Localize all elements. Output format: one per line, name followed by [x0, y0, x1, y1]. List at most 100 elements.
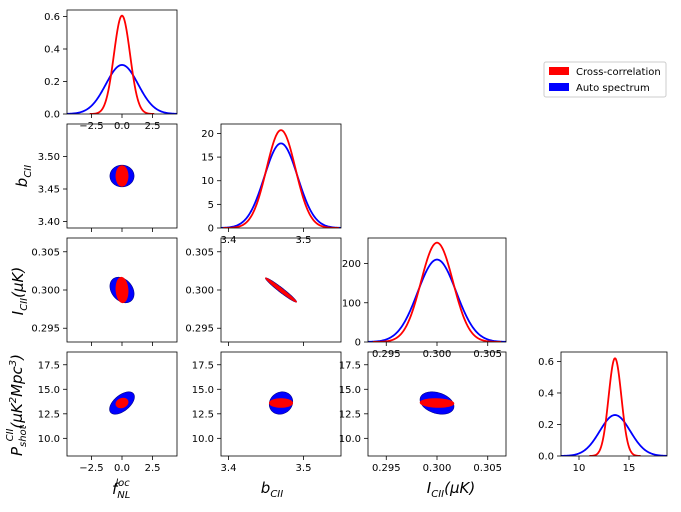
diag-panel-f_nl-ytick-label: 0.2: [44, 77, 60, 88]
diag-panel-i_cii-curve-auto: [368, 258, 506, 342]
ellipse-panel-f_nl-vs-p_shot-xtick-label: 0.0: [114, 463, 130, 474]
ellipse-panel-i_cii-vs-p_shot-ytick-label: 12.5: [339, 409, 361, 420]
ylabel-b-cii: bCII: [13, 165, 34, 187]
diag-panel-p_shot-ytick-label: 0.6: [538, 357, 554, 368]
legend-swatch-cross: [549, 67, 569, 75]
diag-panel-i_cii-xtick-label: 0.305: [473, 349, 502, 360]
ellipse-panel-i_cii-vs-p_shot-xtick-label: 0.300: [423, 463, 452, 474]
diag-panel-f_nl: 0.0 0.2 0.4 0.6 −2.5 0.0 2.5: [44, 9, 178, 132]
ellipse-panel-f_nl-vs-i_cii-contours: [109, 276, 135, 304]
ellipse-panel-f_nl-vs-p_shot-ytick-label: 10.0: [38, 434, 60, 445]
ylabel-i-cii: ICII(μK): [9, 267, 30, 315]
diag-panel-b_cii-ytick-label: 5: [208, 200, 214, 211]
ellipse-panel-f_nl-vs-b_cii-ytick-label: 3.40: [38, 217, 60, 228]
ellipse-panel-f_nl-vs-i_cii-ytick-label: 0.305: [31, 247, 60, 258]
diag-panel-b_cii-ytick-label: 10: [201, 176, 214, 187]
ellipse-panel-f_nl-vs-p_shot-contours: [109, 391, 135, 415]
ellipse-panel-i_cii-vs-p_shot-ytick-label: 15.0: [339, 385, 361, 396]
ellipse-panel-f_nl-vs-i_cii-ytick-label: 0.295: [31, 324, 60, 335]
ellipse-panel-f_nl-vs-i_cii-ytick-label: 0.300: [31, 286, 60, 297]
diag-panel-b_cii-ytick-label: 0: [208, 224, 214, 235]
ellipse-panel-f_nl-vs-b_cii-ellipse-cross: [115, 165, 129, 187]
ellipse-panel-i_cii-vs-p_shot: 0.295 0.300 0.305 10.0 12.5 15.0 17.5: [339, 351, 507, 474]
diag-panel-p_shot-xtick-label: 10: [573, 463, 586, 474]
diag-panel-b_cii-curve-auto: [221, 142, 341, 228]
ellipse-panel-b_cii-vs-i_cii-ytick-label: 0.300: [185, 286, 214, 297]
ellipse-panel-b_cii-vs-i_cii-ytick-label: 0.295: [185, 324, 214, 335]
diag-panel-b_cii: 0 5 10 15 20 3.4 3.5: [201, 123, 342, 246]
ellipse-panel-b_cii-vs-i_cii: 0.295 0.300 0.305: [185, 237, 342, 346]
diag-panel-p_shot-curves: [561, 357, 667, 456]
diag-panel-p_shot-curve-auto: [561, 414, 667, 456]
diag-panel-p_shot-frame: [560, 351, 668, 457]
diag-panel-f_nl-curve-cross: [89, 14, 155, 114]
ellipse-panel-f_nl-vs-p_shot-ytick-label: 12.5: [38, 409, 60, 420]
diag-panel-p_shot-ytick-label: 0.0: [538, 452, 554, 463]
ellipse-panel-b_cii-vs-p_shot-ytick-label: 12.5: [192, 409, 214, 420]
diag-panel-f_nl-xtick-label: 0.0: [114, 121, 130, 132]
xlabel-f-nl: fNLloc: [112, 478, 130, 501]
ellipse-panel-i_cii-vs-p_shot-xtick-label: 0.305: [473, 463, 502, 474]
ellipse-panel-b_cii-vs-i_cii-ellipse-cross: [265, 277, 297, 303]
ellipse-panel-f_nl-vs-p_shot-xtick-label: 2.5: [145, 463, 161, 474]
diag-panel-b_cii-ytick-label: 20: [201, 129, 214, 140]
ellipse-panel-f_nl-vs-p_shot-ellipse-cross: [115, 397, 129, 409]
legend-label-cross: Cross-correlation: [576, 67, 661, 78]
ellipse-panel-b_cii-vs-i_cii-ytick-label: 0.305: [185, 247, 214, 258]
ellipse-panel-f_nl-vs-b_cii-contours: [109, 164, 135, 188]
diag-panel-i_cii: 0 100 200 0.295 0.300 0.305: [342, 237, 507, 360]
ellipse-panel-i_cii-vs-p_shot-ytick-label: 10.0: [339, 434, 361, 445]
diag-panel-f_nl-curves: [67, 14, 177, 114]
diag-panel-b_cii-ytick-label: 15: [201, 153, 214, 164]
ellipse-panel-b_cii-vs-p_shot-frame: [220, 351, 342, 457]
diag-panel-f_nl-ytick-label: 0.0: [44, 110, 60, 121]
diag-panel-f_nl-frame: [66, 9, 178, 115]
ellipse-panel-f_nl-vs-p_shot: −2.5 0.0 2.5 10.0 12.5 15.0 17.5: [38, 351, 178, 474]
diag-panel-p_shot-ytick-label: 0.2: [538, 420, 554, 431]
diag-panel-i_cii-ytick-label: 100: [342, 298, 361, 309]
ellipse-panel-f_nl-vs-p_shot-ytick-label: 17.5: [38, 360, 60, 371]
ellipse-panel-i_cii-vs-p_shot-contours: [419, 391, 455, 415]
ellipse-panel-i_cii-vs-p_shot-ellipse-cross: [419, 398, 455, 408]
ellipse-panel-f_nl-vs-p_shot-ytick-label: 15.0: [38, 385, 60, 396]
ellipse-panel-b_cii-vs-p_shot-xtick-label: 3.5: [296, 463, 312, 474]
legend-label-auto: Auto spectrum: [576, 83, 650, 94]
legend-frame: [543, 61, 667, 98]
diag-panel-i_cii-curve-cross: [372, 241, 502, 342]
diag-panel-f_nl-ytick-label: 0.6: [44, 12, 60, 23]
diag-panel-f_nl-xtick-label: 2.5: [145, 121, 161, 132]
ellipse-panel-b_cii-vs-p_shot-xtick-label: 3.4: [221, 463, 237, 474]
ellipse-panel-b_cii-vs-p_shot-ytick-label: 15.0: [192, 385, 214, 396]
ellipse-panel-b_cii-vs-p_shot-contours: [268, 391, 294, 415]
diag-panel-b_cii-xtick-label: 3.5: [296, 235, 312, 246]
diag-panel-i_cii-ytick-label: 0: [355, 338, 361, 349]
diag-panel-p_shot-curve-cross: [589, 357, 641, 456]
ellipse-panel-i_cii-vs-p_shot-xtick-label: 0.295: [372, 463, 401, 474]
diag-panel-p_shot-ytick-label: 0.4: [538, 388, 554, 399]
ellipse-panel-b_cii-vs-p_shot-ellipse-cross: [268, 398, 294, 408]
diag-panel-b_cii-curve-cross: [223, 129, 339, 228]
ellipse-panel-b_cii-vs-p_shot-ytick-label: 17.5: [192, 360, 214, 371]
ellipse-panel-i_cii-vs-p_shot-ytick-label: 17.5: [339, 360, 361, 371]
legend: Cross-correlation Auto spectrum: [543, 61, 667, 98]
diag-panel-i_cii-curves: [368, 241, 506, 342]
diag-panel-p_shot-xtick-label: 15: [623, 463, 636, 474]
legend-swatch-auto: [549, 83, 569, 91]
diag-panel-p_shot: 0.0 0.2 0.4 0.6 10 15: [538, 351, 668, 474]
xlabel-b-cii: bCII: [261, 479, 283, 500]
ellipse-panel-f_nl-vs-b_cii-ytick-label: 3.50: [38, 152, 60, 163]
diag-panel-i_cii-frame: [367, 237, 507, 343]
diag-panel-b_cii-xtick-label: 3.4: [221, 235, 237, 246]
ellipse-panel-f_nl-vs-i_cii-ellipse-cross: [115, 276, 129, 304]
ellipse-panel-f_nl-vs-b_cii-ytick-label: 3.45: [38, 185, 60, 196]
ellipse-panel-f_nl-vs-i_cii: 0.295 0.300 0.305: [31, 237, 178, 346]
diag-panel-f_nl-ytick-label: 0.4: [44, 45, 60, 56]
ylabel-p-shot: PshotCII(μK2Mpc3): [5, 354, 29, 456]
ellipse-panel-f_nl-vs-b_cii: 3.40 3.45 3.50: [38, 123, 178, 232]
diag-panel-i_cii-ytick-label: 200: [342, 259, 361, 270]
diag-panel-i_cii-xtick-label: 0.300: [423, 349, 452, 360]
diag-panel-i_cii-xtick-label: 0.295: [372, 349, 401, 360]
ellipse-panel-b_cii-vs-p_shot: 3.4 3.5 10.0 12.5 15.0 17.5: [192, 351, 342, 474]
